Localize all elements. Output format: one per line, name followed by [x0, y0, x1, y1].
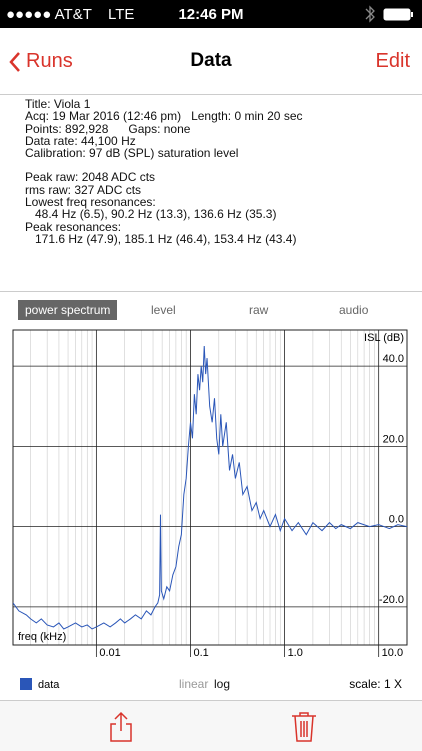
tab[interactable]: raw: [249, 303, 269, 317]
scale-option[interactable]: log: [214, 677, 230, 691]
x-tick-label: 0.1: [193, 647, 208, 659]
chart: 0.01 0.1 1.0 10.0 40.0 20.0 0.0 -20.0 ISL (dB) fr…: [12, 329, 408, 691]
resonance-values: 171.6 Hz (47.9), 185.1 Hz (46.4), 153.4 …: [35, 231, 297, 246]
run-info: Title: Viola 1 Acq: 19 Mar 2016 (12:46 pm…: [25, 97, 303, 246]
scale-option[interactable]: linear: [179, 677, 208, 691]
share-icon[interactable]: [108, 711, 134, 743]
back-button[interactable]: Runs: [26, 50, 73, 72]
y-tick-label: 20.0: [383, 433, 404, 445]
x-axis-label: freq (kHz): [18, 631, 66, 643]
y-axis-label: ISL (dB): [364, 332, 404, 344]
edit-button[interactable]: Edit: [375, 50, 410, 72]
resonance-values: 48.4 Hz (6.5), 90.2 Hz (13.3), 136.6 Hz …: [35, 207, 277, 222]
x-tick-label: 1.0: [288, 647, 303, 659]
status-bar: ●●●●● AT&T LTE 12:46 PM: [0, 0, 422, 28]
info-line: Calibration: 97 dB (SPL) saturation leve…: [25, 146, 239, 161]
carrier: ●●●●● AT&T: [6, 6, 92, 23]
plot-frame: [12, 329, 408, 646]
separator: [0, 291, 422, 292]
nav-bar: Runs Data Edit: [0, 28, 422, 95]
info-line: Peak raw: 2048 ADC cts: [25, 170, 156, 185]
info-line: Acq: 19 Mar 2016 (12:46 pm) Length: 0 mi…: [25, 109, 303, 124]
info-line: rms raw: 327 ADC cts: [25, 182, 142, 197]
scale-label: scale: 1 X: [349, 677, 402, 691]
legend-swatch: [20, 678, 32, 690]
info-line: Title: Viola 1: [25, 97, 91, 111]
x-tick-label: 0.01: [99, 647, 120, 659]
tab[interactable]: power spectrum: [18, 300, 118, 320]
tab-bar: power spectrum level raw audio: [18, 300, 418, 322]
trash-icon[interactable]: [290, 711, 318, 743]
nav-title: Data: [190, 50, 232, 71]
info-line: Points: 892,928 Gaps: none: [25, 121, 191, 136]
back-chevron[interactable]: [8, 51, 22, 73]
y-tick-label: 0.0: [389, 514, 404, 526]
info-line: Data rate: 44,100 Hz: [25, 133, 136, 148]
legend-label: data: [38, 679, 60, 691]
status-icons: [365, 5, 413, 23]
y-tick-label: 40.0: [383, 353, 404, 365]
series-line: [13, 346, 407, 630]
time: 12:46 PM: [178, 6, 244, 23]
toolbar: [0, 700, 422, 751]
tab[interactable]: audio: [339, 303, 369, 317]
y-tick-label: -20.0: [379, 594, 404, 606]
resonance-label: Lowest freq resonances:: [25, 195, 156, 210]
network: LTE: [108, 6, 135, 23]
tab[interactable]: level: [151, 303, 176, 317]
x-tick-label: 10.0: [382, 647, 403, 659]
resonance-label: Peak resonances:: [25, 219, 122, 234]
